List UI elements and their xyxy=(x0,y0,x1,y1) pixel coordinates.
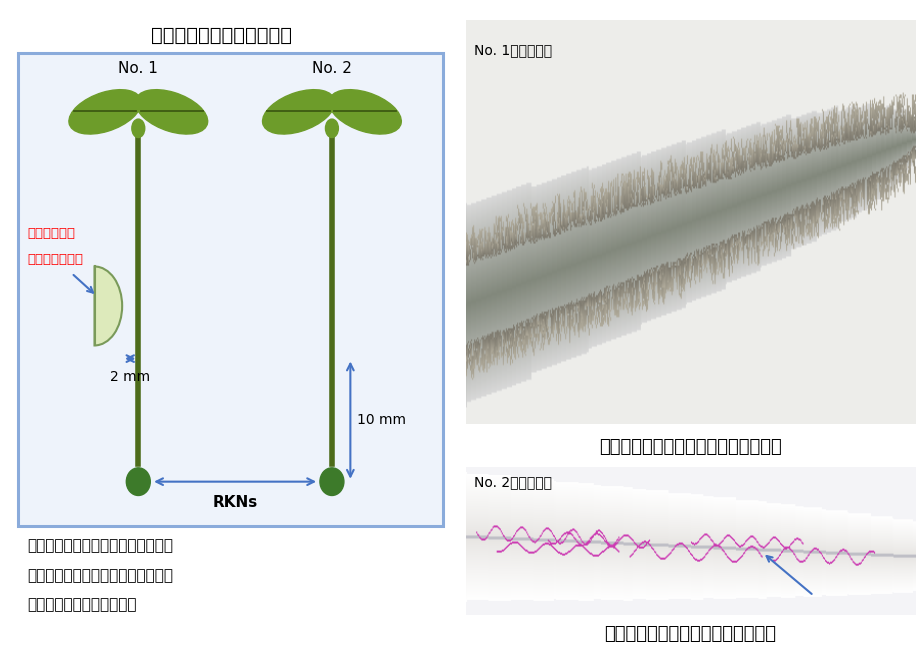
Text: No. 2: No. 2 xyxy=(312,61,352,76)
Ellipse shape xyxy=(69,89,141,134)
Text: 含むフィルター: 含むフィルター xyxy=(28,253,84,266)
Text: 植物を使った感染阵止実験: 植物を使った感染阵止実験 xyxy=(151,26,291,45)
Ellipse shape xyxy=(325,119,338,138)
Text: 赤いヒモのように見える。: 赤いヒモのように見える。 xyxy=(28,597,137,613)
Ellipse shape xyxy=(329,89,401,134)
Ellipse shape xyxy=(263,89,335,134)
Text: ネコブセンチュウが感染していると: ネコブセンチュウが感染していると xyxy=(28,568,173,583)
Wedge shape xyxy=(94,266,122,345)
Text: 10 mm: 10 mm xyxy=(358,413,407,427)
Ellipse shape xyxy=(126,468,150,495)
Text: ネコブセンチュウの感染が見られない: ネコブセンチュウの感染が見られない xyxy=(599,438,782,457)
Ellipse shape xyxy=(132,119,145,138)
Text: 赤い線が感染したネコブセンチュウ: 赤い線が感染したネコブセンチュウ xyxy=(605,625,776,644)
Text: No. 2の根の先端: No. 2の根の先端 xyxy=(474,476,552,490)
FancyBboxPatch shape xyxy=(18,53,443,526)
Text: RKNs: RKNs xyxy=(212,495,258,510)
Text: 植物の根の先端の部分を染色する。: 植物の根の先端の部分を染色する。 xyxy=(28,538,173,553)
Text: No. 1の根の先端: No. 1の根の先端 xyxy=(474,43,552,57)
Text: 2 mm: 2 mm xyxy=(110,370,150,384)
Text: 粘菌抜出液を: 粘菌抜出液を xyxy=(28,227,76,240)
Ellipse shape xyxy=(320,468,344,495)
Ellipse shape xyxy=(136,89,207,134)
Text: No. 1: No. 1 xyxy=(118,61,159,76)
